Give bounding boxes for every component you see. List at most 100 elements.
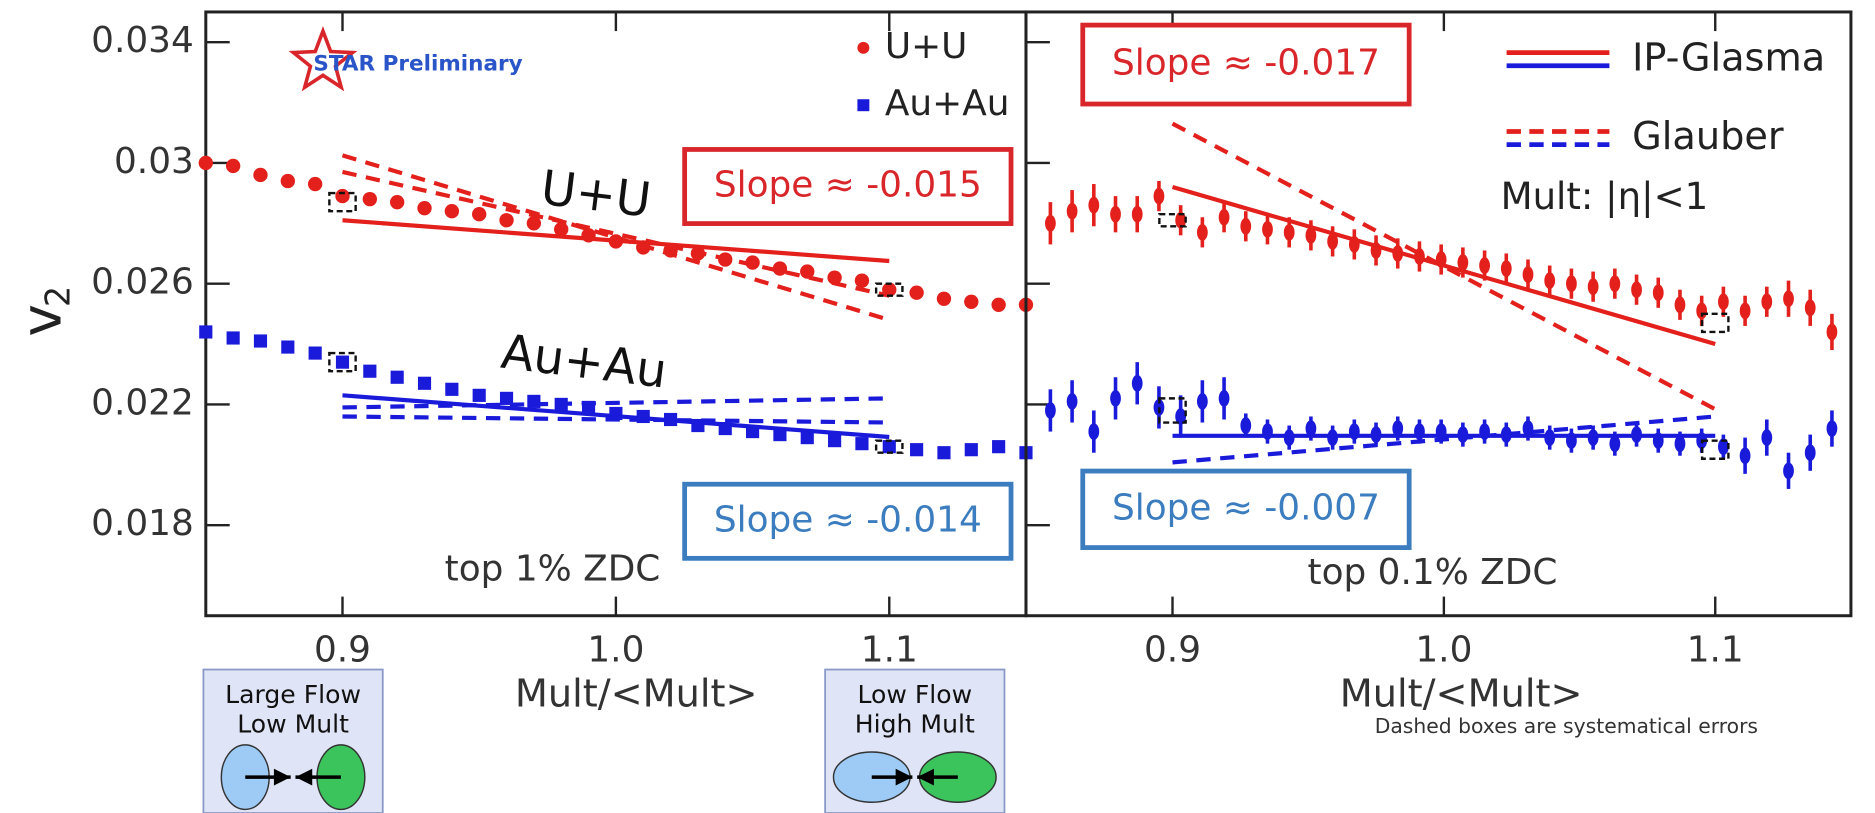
marker bbox=[335, 355, 350, 369]
marker bbox=[1327, 429, 1338, 446]
marker bbox=[1500, 260, 1512, 277]
annotation: top 1% ZDC bbox=[445, 548, 661, 589]
y-label: v bbox=[10, 304, 74, 337]
marker bbox=[773, 428, 787, 442]
marker bbox=[363, 364, 377, 378]
inset-label: High Mult bbox=[855, 710, 975, 739]
marker bbox=[1544, 429, 1556, 446]
marker bbox=[526, 216, 542, 231]
marker bbox=[1175, 408, 1187, 425]
marker bbox=[1110, 205, 1121, 223]
marker bbox=[1479, 257, 1490, 274]
x-tick-label: 0.9 bbox=[314, 630, 371, 671]
marker bbox=[1783, 462, 1794, 480]
marker bbox=[1283, 429, 1295, 446]
y-tick-label: 0.026 bbox=[91, 262, 194, 303]
legend-label: Au+Au bbox=[885, 83, 1010, 124]
marker bbox=[1196, 393, 1208, 410]
marker bbox=[1348, 423, 1360, 440]
marker bbox=[1240, 417, 1252, 434]
marker bbox=[226, 331, 240, 345]
marker bbox=[445, 382, 459, 396]
marker bbox=[909, 285, 924, 300]
marker bbox=[1652, 432, 1664, 450]
marker bbox=[581, 400, 596, 415]
marker bbox=[1045, 402, 1056, 419]
marker bbox=[772, 261, 788, 276]
marker bbox=[1110, 390, 1121, 407]
marker bbox=[1457, 254, 1469, 271]
plot-frame bbox=[1024, 10, 1853, 618]
slope-box bbox=[1080, 22, 1412, 107]
marker bbox=[1370, 242, 1382, 259]
marker bbox=[527, 394, 541, 408]
x-axis-title: Mult/<Mult> bbox=[1340, 671, 1583, 716]
marker bbox=[964, 443, 978, 457]
slope-box bbox=[682, 147, 1014, 226]
marker bbox=[281, 340, 295, 354]
marker bbox=[1457, 426, 1469, 443]
inset-label: Low Flow bbox=[857, 680, 972, 709]
marker bbox=[307, 176, 323, 192]
annotation: top 0.1% ZDC bbox=[1308, 552, 1558, 593]
marker bbox=[991, 297, 1006, 312]
marker bbox=[417, 376, 432, 390]
marker bbox=[199, 325, 213, 339]
marker bbox=[1761, 429, 1773, 446]
marker bbox=[1305, 420, 1317, 437]
marker bbox=[1674, 435, 1686, 453]
marker bbox=[1761, 293, 1773, 311]
marker bbox=[936, 291, 952, 306]
marker bbox=[225, 158, 241, 174]
marker bbox=[253, 334, 268, 348]
marker bbox=[1826, 323, 1838, 341]
marker bbox=[1718, 438, 1729, 456]
marker bbox=[1175, 211, 1187, 229]
arrow-head bbox=[295, 768, 313, 786]
marker bbox=[854, 273, 870, 288]
marker bbox=[499, 213, 514, 228]
arrow-head bbox=[273, 768, 291, 786]
marker bbox=[554, 397, 568, 411]
slope-label: Slope ≈ -0.017 bbox=[1112, 43, 1380, 84]
systematic-box bbox=[328, 191, 357, 213]
marker bbox=[1088, 196, 1100, 214]
marker bbox=[1045, 214, 1056, 232]
marker bbox=[828, 434, 842, 448]
marker bbox=[499, 391, 514, 405]
marker bbox=[444, 204, 460, 219]
footnote: Dashed boxes are systematical errors bbox=[1375, 714, 1758, 738]
legend-marker bbox=[857, 41, 870, 54]
marker bbox=[581, 228, 596, 243]
marker bbox=[1262, 220, 1273, 238]
x-tick-label: 1.1 bbox=[1687, 630, 1744, 671]
marker bbox=[1066, 202, 1078, 220]
marker bbox=[1435, 251, 1447, 268]
marker bbox=[1783, 290, 1794, 308]
y-axis-title: v 2 bbox=[10, 286, 78, 337]
model-line bbox=[1171, 121, 1717, 412]
systematic-box bbox=[328, 351, 357, 373]
marker bbox=[1826, 420, 1838, 437]
marker bbox=[690, 246, 706, 261]
marker bbox=[280, 173, 295, 189]
slope-box bbox=[682, 481, 1014, 561]
systematic-box bbox=[1158, 213, 1187, 228]
marker bbox=[1348, 236, 1360, 253]
marker bbox=[609, 406, 623, 421]
legend-label: U+U bbox=[885, 26, 968, 67]
systematic-box bbox=[874, 282, 904, 297]
marker bbox=[1262, 423, 1273, 440]
marker bbox=[1631, 426, 1642, 443]
marker bbox=[1066, 393, 1078, 410]
marker bbox=[1587, 429, 1599, 446]
marker bbox=[636, 240, 651, 255]
marker bbox=[1544, 272, 1556, 290]
slope-box bbox=[1080, 468, 1412, 550]
arrow-head bbox=[917, 768, 934, 786]
marker bbox=[198, 155, 213, 171]
inset-label: Low Mult bbox=[237, 710, 349, 739]
arrow-head bbox=[895, 768, 913, 786]
marker bbox=[1500, 426, 1512, 443]
